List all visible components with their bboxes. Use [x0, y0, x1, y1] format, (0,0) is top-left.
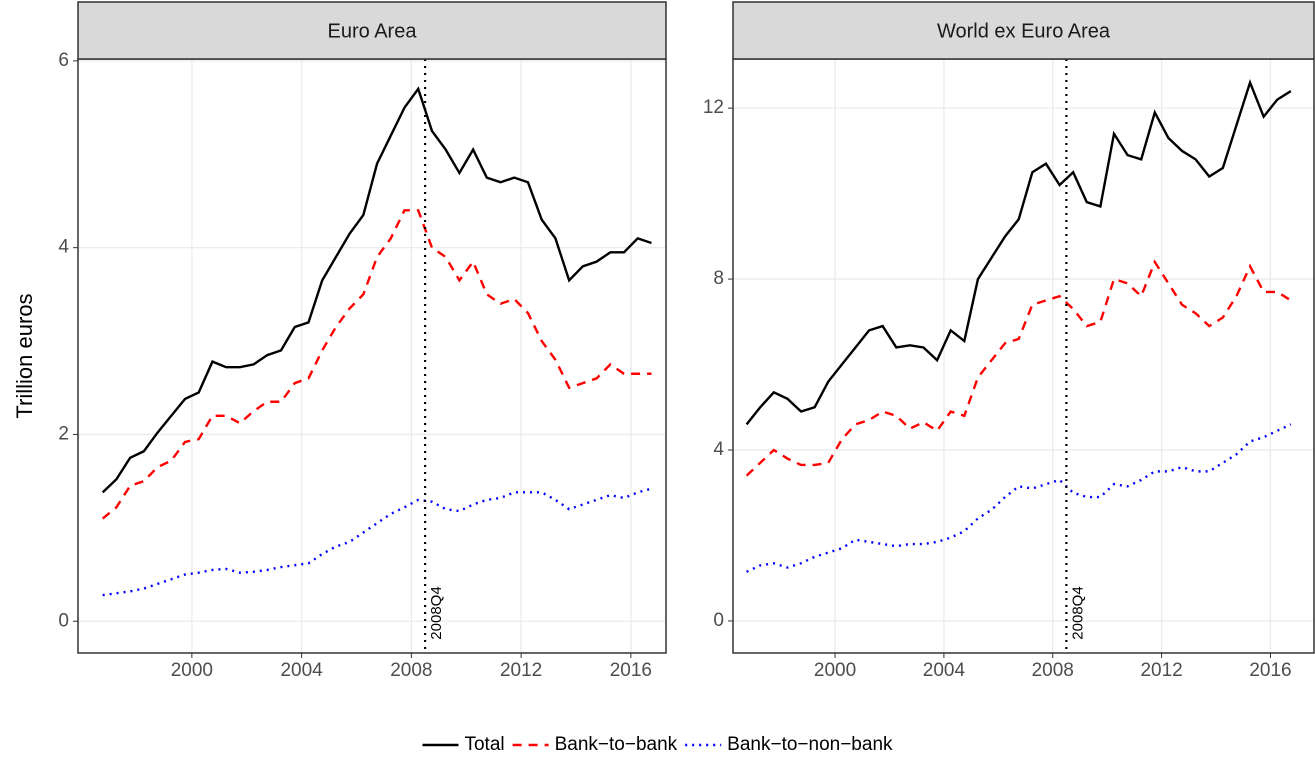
data-line [101, 86, 652, 494]
x-tick-label: 2004 [280, 660, 323, 681]
y-tick-label: 8 [713, 268, 724, 289]
legend-label: Bank−to−non−bank [727, 734, 893, 755]
x-tick-label: 2000 [814, 660, 856, 681]
panel-title: Euro Area [328, 20, 418, 42]
x-tick-label: 2016 [610, 660, 652, 681]
x-tick-label: 2012 [1140, 660, 1182, 681]
strip [732, 1, 1315, 60]
data-line [101, 209, 652, 520]
data-line [745, 78, 1292, 426]
y-tick-label: 12 [703, 97, 724, 118]
x-tick-label: 2012 [500, 660, 542, 681]
legend: Total Bank−to−bank Bank−to−non−bank [422, 734, 893, 755]
y-tick-label: 6 [58, 50, 69, 71]
panel-background [733, 59, 1314, 653]
legend-label: Total [464, 734, 504, 755]
y-tick-label: 4 [58, 237, 69, 258]
x-tick-label: 2008 [1032, 660, 1074, 681]
x-tick-label: 2016 [1249, 660, 1291, 681]
data-line [745, 259, 1292, 477]
x-tick-label: 2008 [390, 660, 432, 681]
x-tick-label: 2000 [171, 660, 213, 681]
x-tick-label: 2004 [923, 660, 966, 681]
panel-title: World ex Euro Area [937, 20, 1111, 42]
reference-label: 2008Q4 [428, 586, 445, 639]
y-tick-label: 2 [58, 423, 69, 444]
y-tick-label: 4 [713, 439, 724, 460]
legend-label: Bank−to−bank [555, 734, 678, 755]
panel-background [78, 59, 666, 653]
y-axis-label: Trillion euros [12, 293, 37, 418]
reference-label: 2008Q4 [1069, 586, 1086, 639]
data-line [746, 423, 1292, 573]
y-tick-label: 0 [713, 610, 724, 631]
strip [77, 1, 667, 60]
y-tick-label: 0 [58, 610, 69, 631]
